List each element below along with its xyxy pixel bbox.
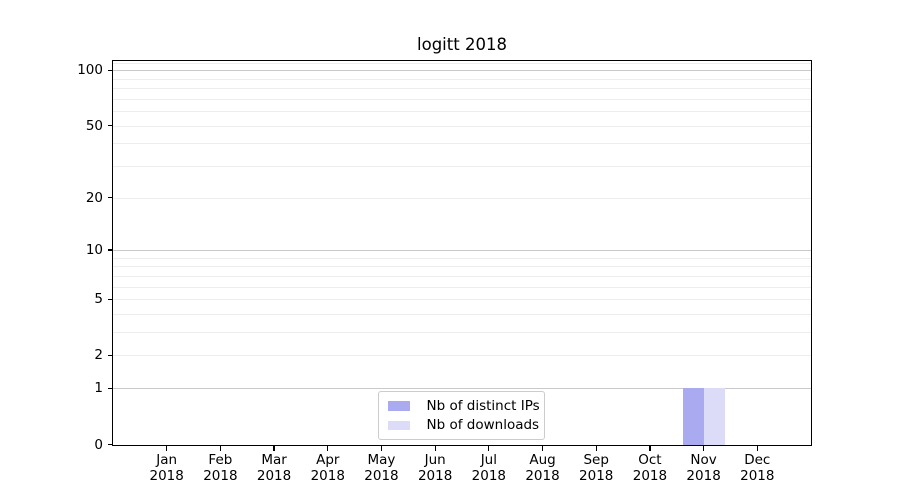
gridline-minor <box>113 286 811 288</box>
gridline-minor <box>113 355 811 357</box>
x-tick-label: Dec 2018 <box>740 452 775 484</box>
gridline-minor <box>113 275 811 277</box>
gridline-minor <box>113 88 811 90</box>
x-tick-label: Oct 2018 <box>632 452 668 484</box>
y-tick-label: 2 <box>94 347 103 364</box>
x-tick-label: Aug 2018 <box>525 452 560 484</box>
y-tick-label: 100 <box>77 62 103 79</box>
bar-distinct-ips <box>682 388 704 445</box>
y-tick <box>107 443 113 446</box>
x-tick <box>756 446 758 451</box>
y-tick-label: 1 <box>94 380 103 397</box>
y-tick <box>107 249 113 251</box>
gridline-minor <box>113 166 811 168</box>
gridline-minor <box>113 98 811 100</box>
x-tick <box>434 446 436 451</box>
y-tick-label: 20 <box>85 189 103 206</box>
bar-downloads <box>703 388 725 445</box>
x-tick-label: Nov 2018 <box>686 452 721 484</box>
legend-swatch-distinct-ips <box>388 401 410 411</box>
y-tick <box>107 125 113 127</box>
gridline-minor <box>113 125 811 127</box>
x-tick-label: Apr 2018 <box>310 452 345 484</box>
x-tick <box>488 446 490 451</box>
x-tick <box>166 446 168 451</box>
x-tick-label: Sep 2018 <box>579 452 614 484</box>
gridline-minor <box>113 62 811 64</box>
x-tick <box>273 446 275 451</box>
y-tick <box>107 298 113 300</box>
gridline-minor <box>113 257 811 259</box>
x-tick-label: Mar 2018 <box>256 452 292 484</box>
legend-label-distinct-ips: Nb of distinct IPs <box>426 397 540 414</box>
x-tick <box>703 446 705 451</box>
y-tick <box>107 387 113 389</box>
x-tick <box>380 446 383 451</box>
gridline-minor <box>113 314 811 315</box>
x-tick-label: Jun 2018 <box>417 452 453 484</box>
x-tick <box>219 446 221 451</box>
x-tick-label: May 2018 <box>364 452 399 484</box>
y-tick <box>107 197 113 199</box>
gridline-minor <box>113 143 811 145</box>
legend-item-downloads: Nb of downloads <box>388 416 539 435</box>
y-tick <box>107 354 113 356</box>
y-tick-label: 50 <box>85 117 103 134</box>
gridline-minor <box>113 197 811 199</box>
gridline-major <box>113 388 811 390</box>
legend: Nb of distinct IPs Nb of downloads <box>378 391 545 440</box>
y-tick-label: 5 <box>94 291 103 308</box>
plot-area <box>113 61 811 445</box>
x-tick-label: Feb 2018 <box>203 452 238 484</box>
gridline-minor <box>113 111 811 113</box>
legend-swatch-downloads <box>388 420 410 430</box>
x-tick-label: Jul 2018 <box>471 452 507 484</box>
gridline-major <box>113 250 811 252</box>
gridline-minor <box>113 266 811 268</box>
x-tick <box>327 446 329 451</box>
x-tick <box>595 446 597 451</box>
x-tick <box>649 446 651 451</box>
y-tick <box>107 69 113 71</box>
gridline-major <box>113 70 811 72</box>
legend-label-downloads: Nb of downloads <box>426 417 540 434</box>
chart-title: logitt 2018 <box>417 35 507 54</box>
y-tick-label: 0 <box>94 436 103 453</box>
gridline-minor <box>113 78 811 80</box>
x-tick <box>541 446 544 451</box>
x-tick-label: Jan 2018 <box>149 452 184 484</box>
gridline-minor <box>113 299 811 301</box>
legend-item-distinct-ips: Nb of distinct IPs <box>388 397 540 416</box>
y-tick-label: 10 <box>85 242 103 259</box>
gridline-minor <box>113 332 811 334</box>
